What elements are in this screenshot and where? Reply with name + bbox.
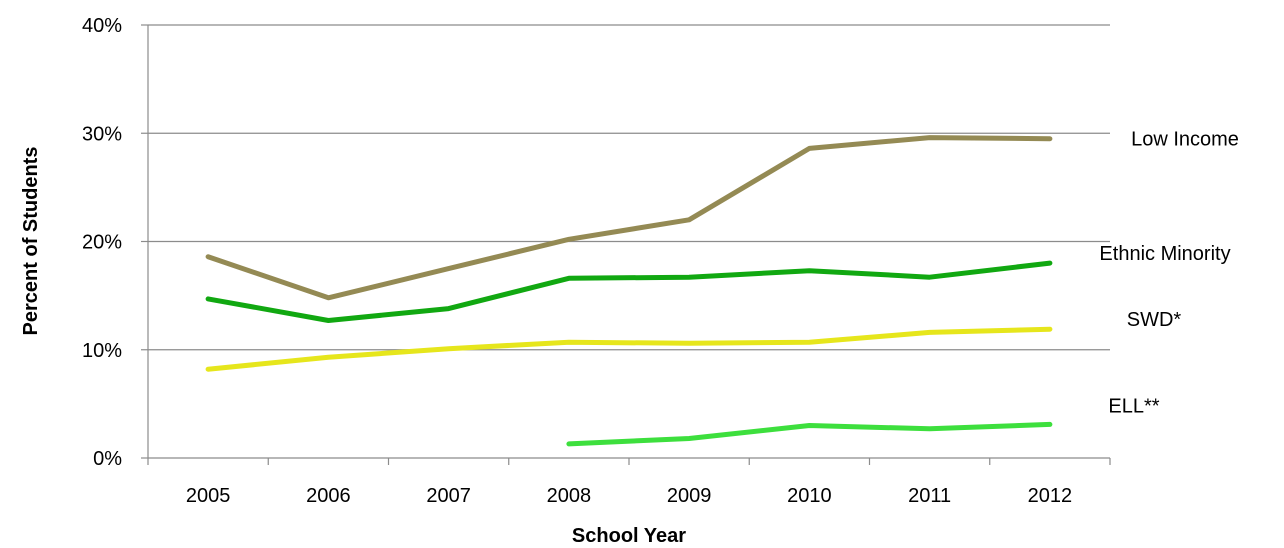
y-axis-tick-labels: 0% 10% 20% 30% 40% — [82, 15, 122, 470]
y-tick-label: 40% — [82, 15, 122, 37]
series-line-swd — [205, 326, 1053, 372]
y-tick-label: 10% — [82, 340, 122, 362]
y-tick-label: 30% — [82, 123, 122, 145]
series-labels: Low Income Ethnic Minority SWD* ELL** — [1099, 129, 1239, 418]
x-tick-label: 2011 — [908, 485, 951, 507]
x-tick-label: 2012 — [1028, 485, 1073, 507]
x-tick-label: 2010 — [787, 485, 832, 507]
y-tick-label: 0% — [93, 448, 122, 470]
series-label: ELL** — [1108, 396, 1159, 418]
series-line-low-income — [205, 135, 1053, 301]
axes — [141, 24, 1111, 465]
series-lines — [205, 135, 1053, 447]
series-label: Ethnic Minority — [1099, 243, 1230, 265]
x-tick-label: 2006 — [306, 485, 351, 507]
x-tick-label: 2008 — [547, 485, 592, 507]
y-axis-title: Percent of Students — [20, 147, 42, 336]
series-line-ethnic-minority — [205, 260, 1053, 323]
x-axis-tick-labels: 2005 2006 2007 2008 2009 2010 2011 2012 — [186, 485, 1072, 507]
x-tick-label: 2007 — [426, 485, 471, 507]
x-axis-title: School Year — [572, 525, 686, 547]
gridlines — [148, 24, 1110, 351]
series-line-ell — [566, 421, 1053, 447]
x-tick-label: 2005 — [186, 485, 231, 507]
series-label: SWD* — [1127, 309, 1182, 331]
x-tick-label: 2009 — [667, 485, 712, 507]
y-tick-label: 20% — [82, 232, 122, 254]
series-label: Low Income — [1131, 129, 1239, 151]
